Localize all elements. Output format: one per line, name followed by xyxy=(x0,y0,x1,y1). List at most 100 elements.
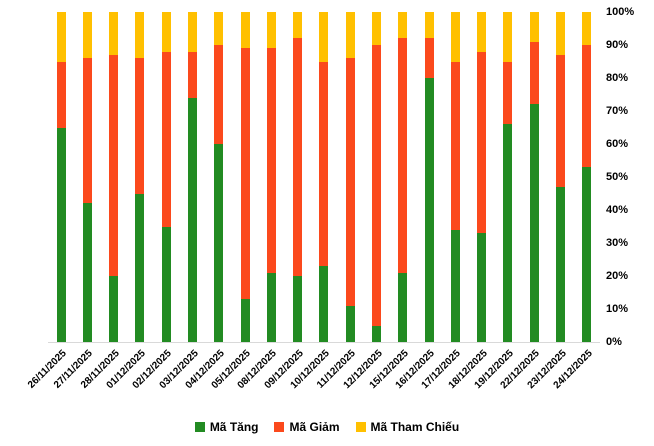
bar-segment-1 xyxy=(161,51,171,227)
bar-segment-2 xyxy=(345,12,355,59)
bar-segment-2 xyxy=(240,12,250,49)
bar-segment-0 xyxy=(477,233,487,342)
legend-label: Mã Giảm xyxy=(289,420,340,434)
bar-segment-1 xyxy=(214,45,224,144)
y-tick-label: 0% xyxy=(606,336,622,348)
bar-02-12-2025 xyxy=(153,12,179,342)
bar-segment-0 xyxy=(529,104,539,342)
bar-segment-0 xyxy=(266,272,276,342)
legend-item-1: Mã Giảm xyxy=(274,420,340,434)
bar-11-12-2025 xyxy=(337,12,363,342)
bar-01-12-2025 xyxy=(127,12,153,342)
bar-segment-0 xyxy=(82,203,92,342)
bar-24-12-2025 xyxy=(574,12,600,342)
bar-segment-2 xyxy=(477,12,487,52)
legend-swatch-icon xyxy=(194,422,205,432)
bar-segment-1 xyxy=(56,61,66,128)
bar-segment-2 xyxy=(555,12,565,55)
legend-label: Mã Tham Chiếu xyxy=(370,420,460,434)
y-tick-label: 60% xyxy=(606,138,629,150)
bar-segment-0 xyxy=(188,97,198,342)
bar-segment-2 xyxy=(161,12,171,52)
bar-segment-1 xyxy=(582,45,592,168)
bar-segment-1 xyxy=(555,54,565,187)
bar-segment-0 xyxy=(372,325,382,342)
bar-segment-2 xyxy=(214,12,224,45)
bar-segment-2 xyxy=(503,12,513,62)
y-tick-label: 70% xyxy=(606,105,629,117)
bar-segment-2 xyxy=(266,12,276,49)
bar-segment-0 xyxy=(424,78,434,342)
bar-segment-1 xyxy=(319,61,329,267)
bar-23-12-2025 xyxy=(547,12,573,342)
y-tick-label: 80% xyxy=(606,72,629,84)
bar-segment-2 xyxy=(109,12,119,55)
bar-segment-1 xyxy=(345,58,355,306)
bar-segment-2 xyxy=(582,12,592,46)
bar-segment-2 xyxy=(372,12,382,45)
bar-segment-0 xyxy=(319,266,329,342)
bar-segment-1 xyxy=(188,51,198,98)
legend-swatch-icon xyxy=(274,422,285,432)
bar-27-11-2025 xyxy=(74,12,100,342)
bar-segment-0 xyxy=(56,127,66,342)
bar-segment-1 xyxy=(477,51,487,234)
bar-segment-2 xyxy=(293,12,303,39)
y-tick-label: 100% xyxy=(606,6,635,18)
legend-item-0: Mã Tăng xyxy=(194,420,259,434)
bar-12-12-2025 xyxy=(363,12,389,342)
bar-segment-1 xyxy=(240,48,250,300)
bar-segment-1 xyxy=(503,61,513,125)
bar-segment-0 xyxy=(214,144,224,342)
bar-segment-0 xyxy=(240,299,250,342)
bar-segment-0 xyxy=(450,229,460,342)
y-axis: 100% 90% 80% 70% 60% 50% 40% 30% 20% 10% 0% xyxy=(606,6,650,348)
legend-label: Mã Tăng xyxy=(209,420,259,434)
bar-segment-0 xyxy=(582,167,592,342)
bar-segment-0 xyxy=(293,276,303,342)
bar-segment-2 xyxy=(450,12,460,62)
bar-22-12-2025 xyxy=(521,12,547,342)
y-tick-label: 40% xyxy=(606,204,629,216)
bar-segment-2 xyxy=(529,12,539,42)
bar-08-12-2025 xyxy=(258,12,284,342)
bar-segment-1 xyxy=(450,61,460,230)
bar-03-12-2025 xyxy=(179,12,205,342)
y-tick-label: 30% xyxy=(606,237,629,249)
x-axis-labels: 26/11/2025 27/11/2025 28/11/2025 01/12/2025… xyxy=(26,344,600,414)
bar-segment-0 xyxy=(135,193,145,342)
bar-segment-1 xyxy=(529,41,539,105)
y-tick-label: 10% xyxy=(606,303,629,315)
bar-segment-0 xyxy=(345,305,355,342)
legend-item-2: Mã Tham Chiếu xyxy=(355,420,460,434)
bar-segment-1 xyxy=(135,58,145,194)
bar-09-12-2025 xyxy=(285,12,311,342)
legend-swatch-icon xyxy=(355,422,366,432)
bar-segment-0 xyxy=(398,272,408,342)
bar-segment-1 xyxy=(293,38,303,276)
legend: Mã Tăng Mã Giảm Mã Tham Chiếu xyxy=(0,420,654,434)
plot-area xyxy=(48,12,600,343)
bar-segment-2 xyxy=(398,12,408,39)
bar-segment-0 xyxy=(503,124,513,342)
bar-segment-1 xyxy=(424,38,434,78)
bar-segment-2 xyxy=(135,12,145,59)
bar-segment-0 xyxy=(161,226,171,342)
bar-segment-1 xyxy=(372,45,382,326)
bar-segment-0 xyxy=(555,186,565,342)
bar-segment-2 xyxy=(424,12,434,39)
bar-17-12-2025 xyxy=(442,12,468,342)
bar-16-12-2025 xyxy=(416,12,442,342)
bar-segment-2 xyxy=(82,12,92,59)
bars-container xyxy=(48,12,600,342)
bar-segment-2 xyxy=(56,12,66,62)
bar-15-12-2025 xyxy=(390,12,416,342)
bar-segment-1 xyxy=(109,54,119,276)
bar-26-11-2025 xyxy=(48,12,74,342)
bar-segment-2 xyxy=(188,12,198,52)
bar-28-11-2025 xyxy=(101,12,127,342)
bar-segment-1 xyxy=(398,38,408,273)
y-tick-label: 50% xyxy=(606,171,629,183)
bar-segment-2 xyxy=(319,12,329,62)
y-tick-label: 20% xyxy=(606,270,629,282)
